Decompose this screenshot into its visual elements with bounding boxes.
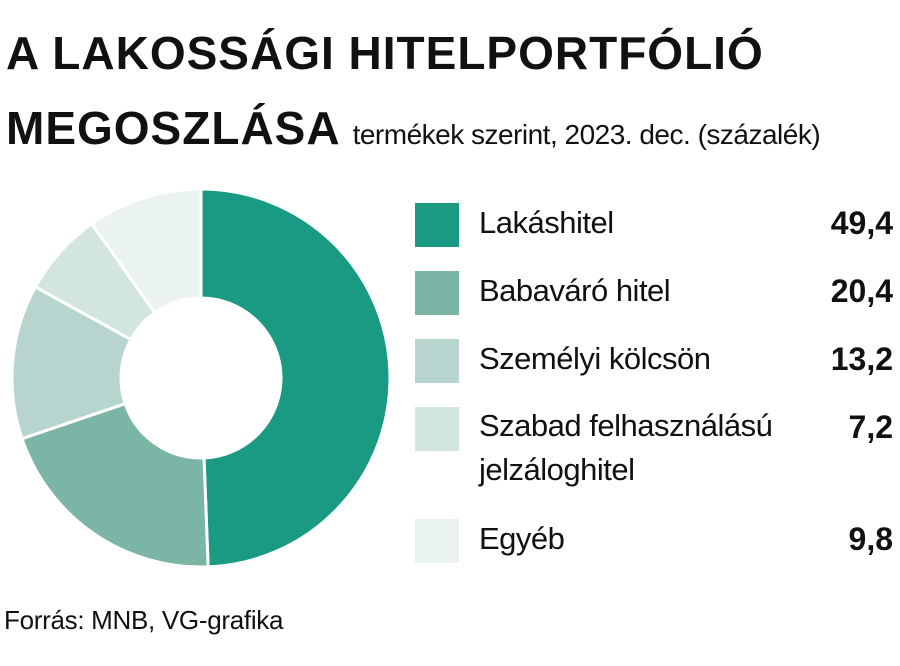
legend-value: 49,4 bbox=[830, 205, 893, 241]
legend-label: Személyi kölcsön bbox=[479, 341, 711, 376]
slice-babavaro bbox=[20, 401, 210, 569]
slice-szemelyi bbox=[10, 284, 133, 441]
slice-lakashitel bbox=[199, 187, 392, 569]
legend-label: Szabad felhasználású jelzáloghitel bbox=[479, 408, 773, 487]
legend-value: 7,2 bbox=[848, 409, 893, 445]
donut-chart bbox=[10, 187, 392, 569]
legend-label: Egyéb bbox=[479, 521, 565, 556]
legend-value: 20,4 bbox=[830, 273, 893, 309]
legend-swatch bbox=[415, 519, 459, 563]
legend-label: Lakáshitel bbox=[479, 205, 614, 240]
legend-value: 9,8 bbox=[848, 521, 893, 557]
slice-egyeb bbox=[89, 187, 203, 315]
legend-label: Babaváró hitel bbox=[479, 273, 671, 308]
chart-title: A LAKOSSÁGI HITELPORTFÓLIÓ bbox=[6, 27, 764, 79]
chart-subtitle: termékek szerint, 2023. dec. (százalék) bbox=[352, 119, 821, 150]
source-note: Forrás: MNB, VG-grafika bbox=[4, 605, 284, 635]
legend-swatch bbox=[415, 271, 459, 315]
chart-title-continued: MEGOSZLÁSA bbox=[6, 102, 341, 154]
donut-slices bbox=[10, 187, 392, 569]
legend-swatch bbox=[415, 407, 459, 451]
legend-value: 13,2 bbox=[830, 341, 893, 377]
legend-swatch bbox=[415, 339, 459, 383]
legend-swatch bbox=[415, 203, 459, 247]
chart-title-second-line: MEGOSZLÁSA termékek szerint, 2023. dec. (… bbox=[6, 100, 821, 168]
